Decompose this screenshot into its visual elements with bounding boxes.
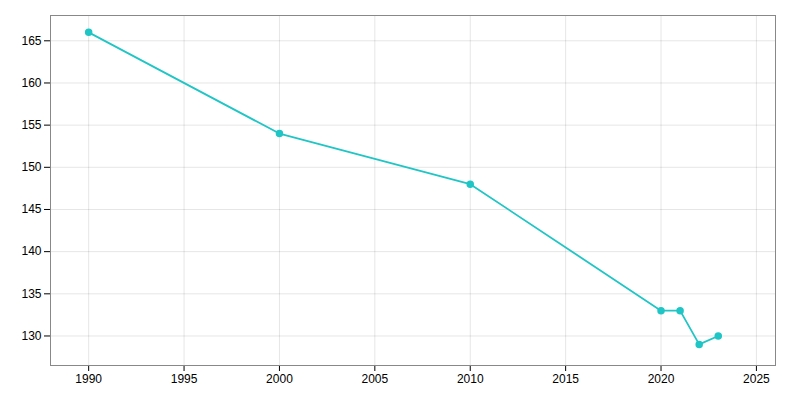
svg-text:130: 130 — [21, 329, 41, 343]
svg-text:160: 160 — [21, 76, 41, 90]
svg-text:2010: 2010 — [457, 372, 484, 386]
svg-text:2015: 2015 — [552, 372, 579, 386]
svg-text:1995: 1995 — [171, 372, 198, 386]
svg-text:150: 150 — [21, 160, 41, 174]
svg-text:145: 145 — [21, 202, 41, 216]
svg-text:155: 155 — [21, 118, 41, 132]
svg-text:135: 135 — [21, 287, 41, 301]
svg-text:1990: 1990 — [75, 372, 102, 386]
svg-text:2025: 2025 — [743, 372, 770, 386]
svg-text:2020: 2020 — [648, 372, 675, 386]
svg-text:140: 140 — [21, 244, 41, 258]
svg-text:2005: 2005 — [361, 372, 388, 386]
svg-text:165: 165 — [21, 34, 41, 48]
svg-text:2000: 2000 — [266, 372, 293, 386]
